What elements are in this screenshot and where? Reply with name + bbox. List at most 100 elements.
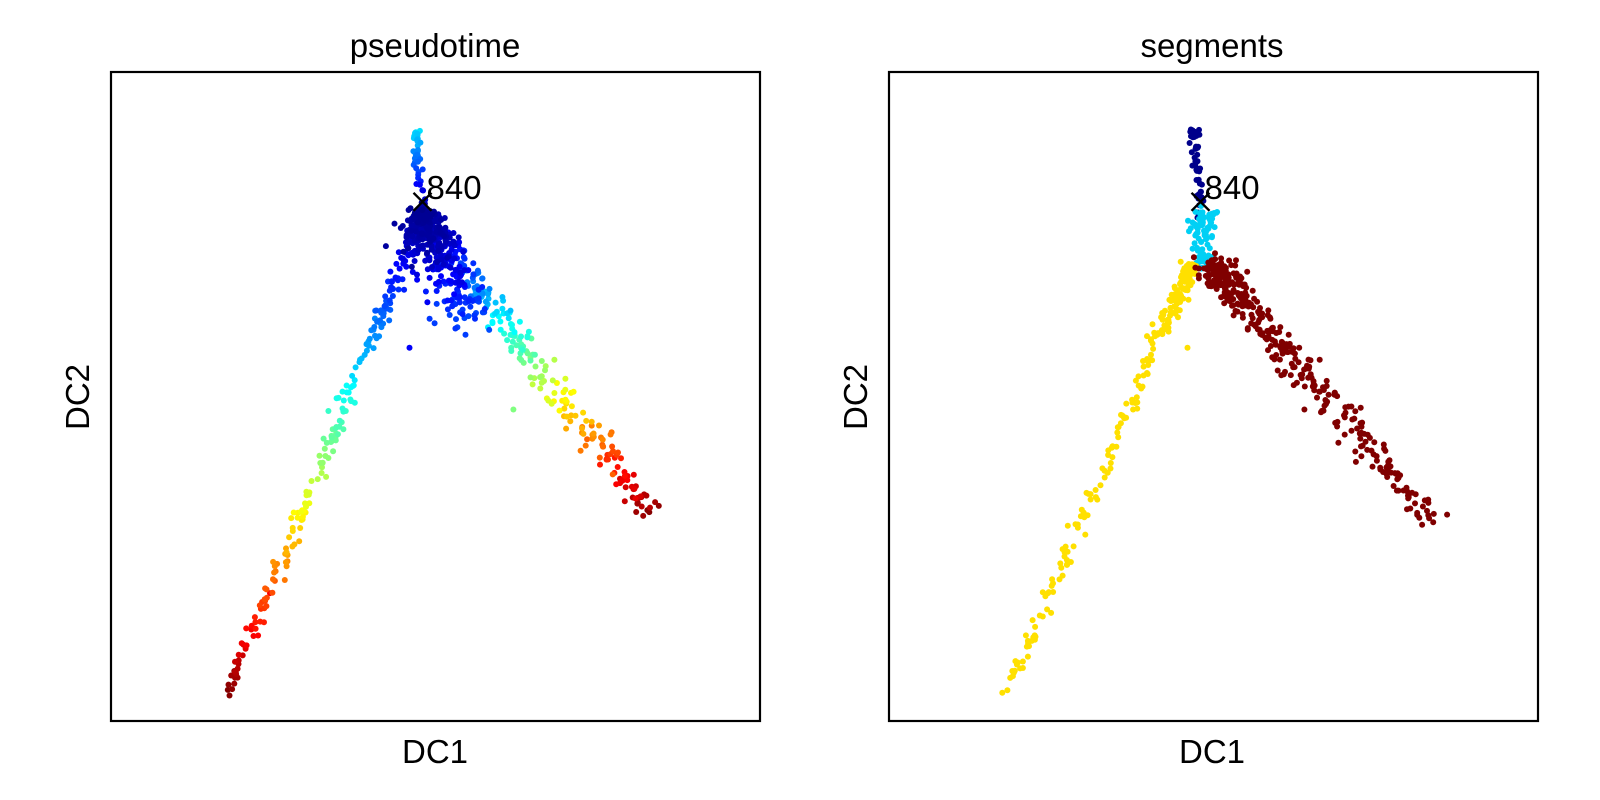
data-point: [1331, 389, 1338, 396]
data-point: [1238, 291, 1245, 297]
data-point: [1082, 531, 1089, 538]
data-point: [588, 418, 595, 425]
data-point: [1202, 272, 1209, 279]
data-point: [638, 503, 645, 510]
data-point: [1421, 497, 1428, 504]
data-point: [1230, 312, 1237, 319]
data-point: [516, 355, 523, 362]
scatter-points: [224, 127, 662, 699]
data-point: [438, 216, 445, 223]
data-point: [408, 263, 415, 270]
data-point: [320, 435, 327, 442]
data-point: [1208, 234, 1215, 241]
data-point: [1171, 291, 1178, 298]
data-point: [447, 264, 454, 271]
data-point: [1180, 295, 1187, 302]
data-point: [350, 382, 357, 389]
data-point: [393, 260, 400, 267]
data-point: [524, 334, 531, 341]
data-point: [556, 407, 563, 414]
data-point: [340, 397, 347, 404]
data-point: [381, 303, 388, 310]
data-point: [562, 396, 569, 403]
data-point: [1165, 328, 1172, 335]
data-point: [1246, 302, 1253, 309]
data-point: [382, 293, 389, 300]
data-point: [1177, 258, 1184, 265]
data-point: [431, 320, 438, 327]
data-point: [231, 680, 238, 687]
data-point: [262, 585, 269, 592]
data-point: [479, 290, 486, 297]
data-point: [580, 430, 587, 437]
data-point: [1195, 272, 1202, 279]
data-point: [328, 434, 335, 441]
data-point: [323, 473, 330, 480]
data-point: [596, 422, 602, 429]
data-point: [297, 525, 304, 531]
data-point: [1135, 382, 1142, 389]
data-point: [1383, 464, 1390, 471]
data-point: [509, 338, 516, 345]
data-point: [1419, 521, 1426, 528]
data-point: [1193, 132, 1200, 139]
data-point: [615, 449, 621, 456]
data-point: [1314, 394, 1320, 401]
data-point: [1274, 367, 1281, 374]
data-point: [1149, 321, 1156, 328]
data-point: [1244, 268, 1251, 275]
data-point: [1206, 245, 1213, 252]
data-point: [493, 308, 500, 315]
data-point: [1287, 372, 1294, 379]
data-point: [252, 619, 259, 626]
data-point: [1334, 418, 1341, 425]
panel-title: segments: [1140, 27, 1283, 64]
data-point: [243, 625, 250, 632]
data-point: [548, 400, 555, 407]
data-point: [1349, 416, 1356, 423]
data-point: [251, 614, 258, 621]
data-point: [1184, 344, 1191, 351]
data-point: [243, 642, 250, 649]
data-point: [1211, 210, 1218, 216]
x-axis-label: DC1: [402, 733, 468, 770]
data-point: [1324, 398, 1331, 405]
data-point: [298, 508, 304, 515]
data-point: [1019, 658, 1026, 665]
data-point: [238, 640, 245, 647]
data-point: [467, 303, 474, 310]
data-point: [1239, 314, 1246, 321]
x-axis-label: DC1: [1179, 733, 1245, 770]
data-point: [1057, 560, 1064, 567]
data-point: [1305, 365, 1312, 372]
data-point: [351, 399, 358, 406]
data-point: [345, 389, 352, 396]
data-point: [234, 665, 241, 672]
data-point: [1273, 352, 1280, 358]
data-point: [1323, 377, 1330, 384]
data-point: [449, 303, 456, 310]
data-point: [438, 256, 445, 263]
data-point: [1211, 278, 1218, 285]
data-point: [1409, 489, 1415, 496]
data-point: [308, 478, 315, 484]
data-point: [321, 445, 328, 452]
data-point: [412, 210, 418, 217]
data-point: [1430, 519, 1437, 526]
data-point: [395, 286, 402, 293]
data-point: [655, 502, 662, 509]
data-point: [1296, 344, 1303, 351]
data-point: [1097, 482, 1104, 489]
data-point: [577, 447, 584, 454]
data-point: [609, 443, 616, 450]
data-point: [499, 305, 506, 312]
data-point: [621, 498, 628, 505]
data-point: [1101, 474, 1108, 481]
data-point: [1206, 264, 1213, 271]
data-point: [1316, 356, 1323, 363]
data-point: [1419, 503, 1426, 510]
data-point: [1226, 298, 1233, 305]
data-point: [1240, 295, 1247, 302]
data-point: [1157, 329, 1164, 336]
data-point: [1105, 447, 1112, 454]
